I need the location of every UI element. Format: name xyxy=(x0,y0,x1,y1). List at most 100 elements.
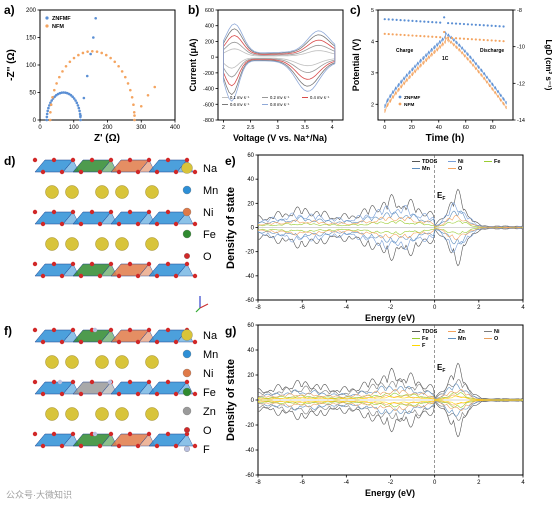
legend-entry: Zn xyxy=(458,329,465,335)
oxygen-atom xyxy=(32,261,38,267)
eis-point-nfm xyxy=(61,70,64,73)
legend-label-na: Na xyxy=(203,163,218,175)
eis-point-znfmf xyxy=(60,91,64,94)
eis-point-znfmf xyxy=(50,99,53,102)
lgd-point-1 xyxy=(431,35,434,38)
legend-atom-mn xyxy=(182,185,192,195)
eis-point-znfmf xyxy=(77,106,81,110)
oxygen-atom xyxy=(127,261,133,267)
x-tick-label: 2.5 xyxy=(247,125,255,131)
panel-c-ticks: 0 20 40 60 80 2 3 4 5 -14 -12 -10 -8 xyxy=(371,8,525,131)
lgd-point-0 xyxy=(458,22,462,25)
legend-marker xyxy=(398,102,402,106)
octahedron-face xyxy=(176,433,194,447)
oxygen-atom xyxy=(154,339,160,345)
x-tick-label: -6 xyxy=(299,480,305,486)
y-tick-label: -60 xyxy=(245,473,254,479)
oxygen-atom xyxy=(32,327,38,333)
panel-b-xlabel: Voltage (V vs. Na⁺/Na) xyxy=(233,133,327,143)
legend-entry: 0.1 mv s⁻¹ xyxy=(230,95,250,100)
eis-point-nfm xyxy=(49,111,52,114)
lgd-point-1 xyxy=(383,32,386,35)
oxygen-atom xyxy=(97,443,103,449)
panel-d-structure-illustration xyxy=(32,157,198,279)
sodium-atom xyxy=(65,185,79,199)
eis-point-znfmf xyxy=(71,95,74,99)
panel-b-label: b) xyxy=(188,3,199,17)
oxygen-atom xyxy=(173,221,179,227)
oxygen-atom xyxy=(135,169,141,175)
octahedron-face xyxy=(62,263,80,277)
x-tick-label: 200 xyxy=(102,125,113,131)
eis-point-nfm xyxy=(130,95,134,99)
dos-curve-tdos-down xyxy=(257,228,524,267)
y-tick-label: 20 xyxy=(247,373,254,379)
eis-point-nfm xyxy=(91,49,94,53)
y-tick-label: 60 xyxy=(247,153,254,159)
x-tick-label: 2 xyxy=(477,480,481,486)
watermark-text: 公众号·大微知识 xyxy=(6,489,72,500)
lgd-point-1 xyxy=(427,35,430,38)
oxygen-atom xyxy=(165,261,171,267)
oxygen-atom xyxy=(97,273,103,279)
x-tick-label: -8 xyxy=(255,480,261,486)
dos-curve-f-up xyxy=(257,395,523,401)
y-tick-label: 0 xyxy=(33,118,37,124)
eis-point-nfm xyxy=(51,95,54,99)
lgd-point-0 xyxy=(466,23,470,26)
oxygen-atom xyxy=(70,209,76,215)
eis-point-znfmf xyxy=(45,118,49,122)
lgd-point-1 xyxy=(391,33,394,36)
legend-label-mn: Mn xyxy=(203,349,218,361)
eis-tail-point xyxy=(85,74,89,78)
eis-point-nfm xyxy=(100,51,104,55)
panel-d-element-legend: Na Mn Ni Fe O xyxy=(181,162,218,263)
octahedron-face xyxy=(100,329,118,343)
x-tick-label: 40 xyxy=(436,125,442,131)
oxygen-atom xyxy=(184,261,190,267)
lgd-point-0 xyxy=(502,25,505,28)
panel-b-legend: 0.1 mv s⁻¹ 0.2 mv s⁻¹ 0.4 mv s⁻¹ 0.6 mv s⁻¹… xyxy=(222,95,330,107)
legend-marker xyxy=(45,16,49,20)
lgd-point-1 xyxy=(419,34,422,38)
oxygen-atom xyxy=(184,157,190,163)
oxygen-atom xyxy=(97,391,103,397)
lgd-point-1 xyxy=(423,35,426,38)
eis-tail-point xyxy=(146,93,150,97)
x-tick-label: 4 xyxy=(521,480,525,486)
x-tick-label: 60 xyxy=(463,125,469,131)
y-tick-label: 0 xyxy=(251,226,255,232)
oxygen-atom xyxy=(51,209,57,215)
oxygen-atom xyxy=(78,443,84,449)
panel-e-marks xyxy=(257,155,524,300)
y-tick-label: 4 xyxy=(371,39,374,45)
panel-e-legend: TDOS Ni Fe Mn O xyxy=(412,159,500,172)
panel-a-ticks: 0 100 200 300 400 0 50 100 150 200 xyxy=(26,8,181,131)
lgd-point-0 xyxy=(423,20,426,23)
panel-c-ylabel: Potential (V) xyxy=(351,39,361,92)
oxygen-atom xyxy=(59,391,65,397)
y2-tick-label: -12 xyxy=(517,81,525,87)
lgd-point-1 xyxy=(498,39,501,43)
oxygen-atom xyxy=(116,339,122,345)
lgd-point-0 xyxy=(454,22,458,25)
x-tick-label: -4 xyxy=(344,305,350,311)
fluorine-atom xyxy=(92,327,98,333)
x-tick-label: 2 xyxy=(477,305,481,311)
oxygen-atom xyxy=(32,209,38,215)
eis-point-nfm xyxy=(104,53,108,57)
y-tick-label: -800 xyxy=(203,118,214,124)
eis-point-nfm xyxy=(133,118,136,122)
oxygen-atom xyxy=(135,273,141,279)
panel-e-ylabel: Density of state xyxy=(225,187,237,269)
legend-marker xyxy=(45,24,49,28)
oxygen-atom xyxy=(165,209,171,215)
panel-g-fermi-label: EF xyxy=(437,363,445,374)
lgd-point-1 xyxy=(470,38,473,41)
oxygen-atom xyxy=(51,327,57,333)
sodium-atom xyxy=(95,185,109,199)
panel-d-label: d) xyxy=(4,154,15,168)
eis-point-znfmf xyxy=(62,91,65,94)
